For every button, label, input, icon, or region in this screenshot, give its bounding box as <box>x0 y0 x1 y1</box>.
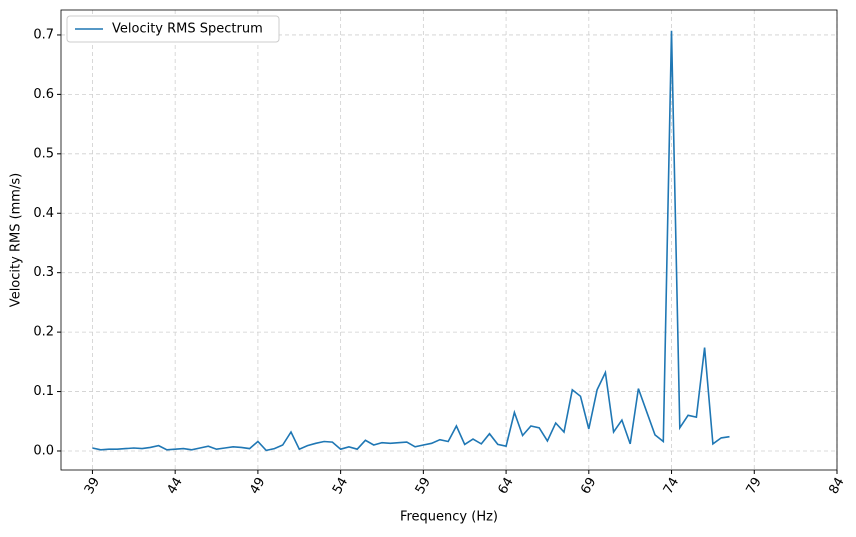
x-axis-label: Frequency (Hz) <box>400 510 498 525</box>
x-tick-label: 44 <box>165 475 186 497</box>
y-axis-label: Velocity RMS (mm/s) <box>9 173 24 307</box>
x-tick-label: 69 <box>578 475 599 497</box>
legend-box <box>66 15 280 43</box>
plot-frame <box>60 9 838 471</box>
x-tick-label: 39 <box>82 475 103 497</box>
y-tick-label: 0.5 <box>33 146 54 161</box>
y-tick-label: 0.3 <box>33 265 54 280</box>
x-tick-label: 64 <box>495 475 516 497</box>
x-tick-label: 49 <box>247 475 268 497</box>
x-tick-label: 54 <box>330 475 351 497</box>
x-tick-label: 59 <box>413 475 434 497</box>
data-line <box>92 30 730 452</box>
y-tick-label: 0.7 <box>33 27 54 42</box>
legend-label: Velocity RMS Spectrum <box>112 22 263 37</box>
x-tick-label: 84 <box>826 475 847 497</box>
y-tick-label: 0.0 <box>33 443 54 458</box>
y-tick-label: 0.4 <box>33 206 54 221</box>
y-tick-label: 0.1 <box>33 384 54 399</box>
x-tick-label: 74 <box>661 475 682 497</box>
y-tick-label: 0.2 <box>33 325 54 340</box>
y-tick-label: 0.6 <box>33 87 54 102</box>
x-tick-label: 79 <box>744 475 765 497</box>
